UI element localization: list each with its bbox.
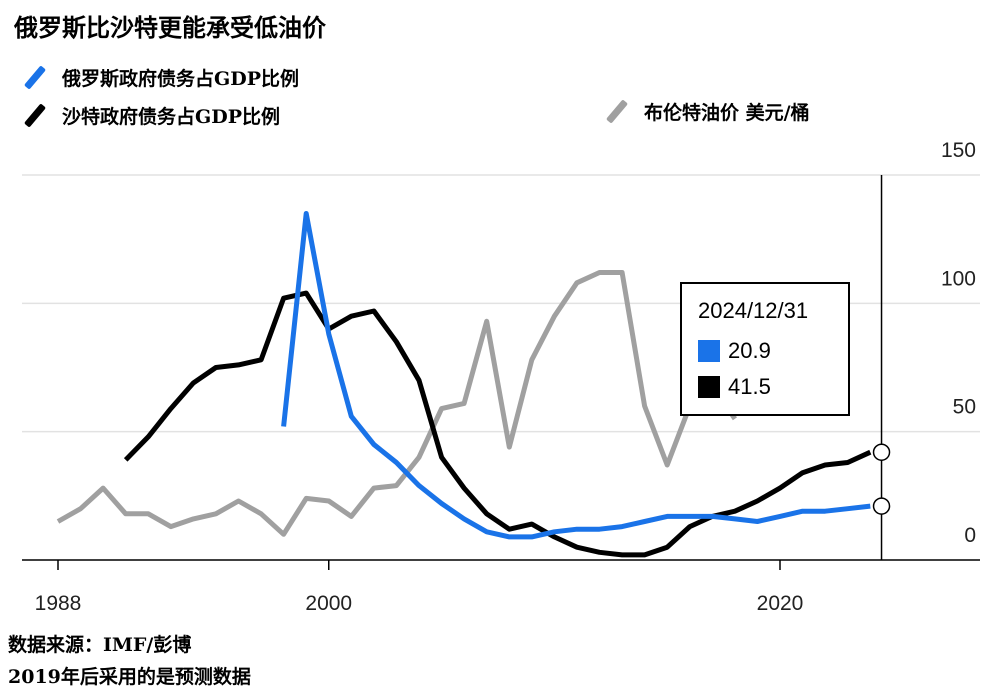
legend-item-russia: 俄罗斯政府债务占GDP比例	[22, 64, 299, 91]
x-tick-label: 1988	[35, 592, 82, 615]
series-line-0	[281, 211, 871, 540]
y-tick-label: 100	[941, 267, 976, 290]
tooltip-row-saudi: 41.5	[698, 374, 771, 400]
forecast-note: 2019年后采用的是预测数据	[8, 666, 251, 688]
x-tick-label: 2020	[757, 592, 804, 615]
y-tick-label: 150	[941, 139, 976, 162]
tooltip-value-saudi: 41.5	[728, 374, 771, 399]
series-line-1	[123, 290, 872, 558]
y-tick-label: 50	[953, 396, 976, 419]
tooltip-swatch-saudi-icon	[698, 376, 720, 398]
hover-marker-0	[872, 497, 891, 515]
tooltip-value-russia: 20.9	[728, 338, 771, 363]
source-note: 数据来源：IMF/彭博	[8, 634, 192, 656]
legend-label-saudi: 沙特政府债务占GDP比例	[62, 106, 280, 128]
tooltip-swatch-russia-icon	[698, 340, 720, 362]
series-line-2	[56, 270, 737, 537]
x-tick-label: 2000	[305, 592, 352, 615]
legend-item-saudi: 沙特政府债务占GDP比例	[22, 102, 280, 129]
hover-tooltip: 2024/12/31 20.9 41.5	[680, 282, 850, 416]
legend-item-brent: 布伦特油价 美元/桶	[604, 98, 810, 125]
y-tick-label: 0	[964, 524, 976, 547]
hover-marker-1	[872, 443, 891, 461]
legend-label-brent: 布伦特油价 美元/桶	[644, 102, 810, 124]
legend-label-russia: 俄罗斯政府债务占GDP比例	[62, 68, 299, 90]
chart-title: 俄罗斯比沙特更能承受低油价	[14, 13, 326, 42]
tooltip-date: 2024/12/31	[698, 298, 809, 323]
tooltip-row-russia: 20.9	[698, 338, 771, 364]
